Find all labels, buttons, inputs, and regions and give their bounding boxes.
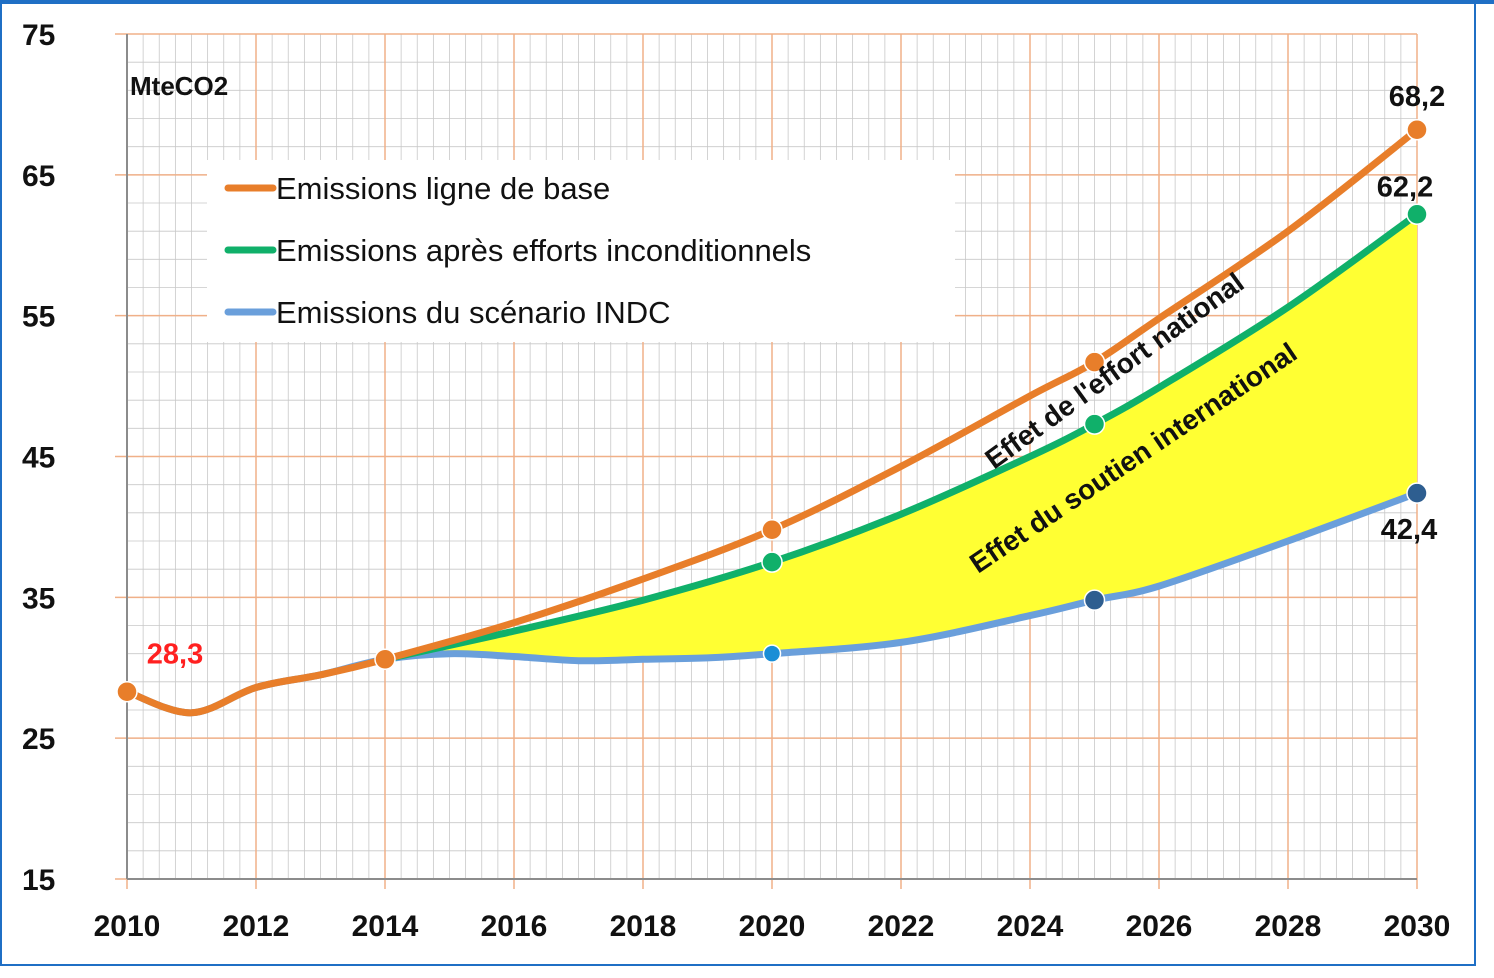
unconditional-marker [1083,413,1106,435]
x-tick-label: 2026 [1126,910,1193,943]
baseline-marker [116,680,138,703]
legend-label-baseline: Emissions ligne de base [276,171,610,206]
baseline-line [123,126,1421,717]
data-label: 62,2 [1377,171,1433,203]
support-area-layer [385,214,1417,661]
x-tick-label: 2028 [1255,910,1322,943]
y-tick-label: 45 [22,442,55,475]
x-tick-label: 2024 [997,910,1064,943]
y-tick-label: 55 [22,301,55,334]
axes [126,34,1417,880]
x-tick-label: 2020 [739,910,806,943]
x-tick-label: 2030 [1384,910,1451,943]
y-tick-label: 35 [22,582,55,615]
data-label: 42,4 [1381,514,1437,546]
y-tick-label: 65 [22,160,55,193]
unconditional-marker [761,551,783,573]
y-tick-label: 25 [22,723,55,756]
data-labels: 28,3 68,2 62,2 42,4 [147,81,1445,671]
series-layer [123,126,1421,717]
legend-box [207,160,955,342]
legend-label-indc: Emissions du scénario INDC [276,295,671,330]
legend: Emissions ligne de base Emissions après … [207,160,955,342]
baseline-marker [1083,351,1106,373]
x-tick-label: 2018 [610,910,677,943]
unconditional-line [381,210,1421,663]
unit-label: MteCO2 [130,71,228,101]
x-tick-label: 2014 [352,910,419,943]
x-tick-label: 2022 [868,910,935,943]
data-label: 28,3 [147,639,203,671]
y-tick-label: 75 [22,19,55,52]
legend-label-unconditional: Emissions après efforts inconditionnels [276,233,811,268]
x-tick-labels: 2010 2012 2014 2016 2018 2020 2022 2024 2026 2028… [94,910,1451,943]
top-accent-bar [0,0,1494,4]
international-support-area [385,214,1417,661]
baseline-marker [1406,119,1428,141]
indc-marker [1406,482,1428,504]
y-tick-labels: 15 25 35 45 55 65 75 [22,19,55,897]
data-label: 68,2 [1389,81,1445,113]
y-tick-label: 15 [22,864,55,897]
baseline-marker [761,518,783,541]
indc-marker [762,644,782,663]
unconditional-marker [1406,203,1428,226]
indc-marker [1083,589,1106,611]
x-tick-label: 2012 [223,910,290,943]
x-tick-label: 2016 [481,910,548,943]
x-tick-label: 2010 [94,910,161,943]
marker-layer [116,119,1428,703]
baseline-marker [374,648,396,671]
